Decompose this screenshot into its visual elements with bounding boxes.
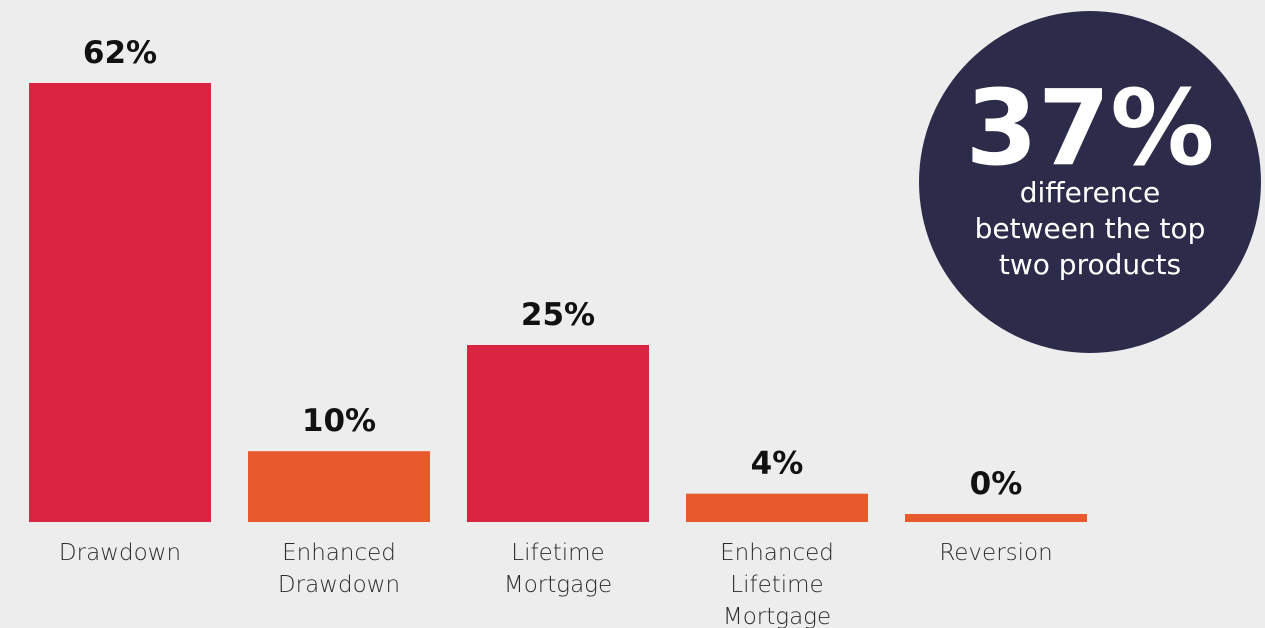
callout-text-line-1: difference [1020,176,1161,209]
category-label-4-line-0: Reversion [939,540,1052,566]
bars-layer [29,83,1087,522]
category-label-1-line-1: Drawdown [278,572,400,598]
bar-1 [248,451,430,522]
category-labels-layer: Drawdown Enhanced Drawdown Lifetime Mortgage… [59,540,1053,628]
value-label-1: 10% [302,403,376,439]
value-label-3: 4% [751,446,804,482]
callout-circle [919,11,1261,353]
bar-0 [29,83,211,522]
bar-2 [467,344,649,522]
value-label-2: 25% [521,297,595,333]
callout-text-line-2: between the top [975,212,1206,245]
value-label-0: 62% [83,35,157,71]
category-label-1-line-0: Enhanced [282,540,396,566]
category-label-2-line-0: Lifetime [511,540,604,566]
callout-text-line-3: two products [999,248,1181,281]
bar-4 [905,514,1087,522]
value-labels-layer: 62% 10% 25% 4% 0% [83,35,1022,502]
value-label-4: 0% [970,466,1023,502]
difference-callout-badge: 37% difference between the top two produ… [919,11,1261,353]
category-label-0-line-0: Drawdown [59,540,181,566]
callout-value: 37% [966,67,1215,189]
bar-3 [686,493,868,522]
category-label-3-line-2: Mortgage [723,604,831,628]
category-label-3-line-1: Lifetime [730,572,823,598]
category-label-3-line-0: Enhanced [720,540,834,566]
category-label-2-line-1: Mortgage [504,572,612,598]
